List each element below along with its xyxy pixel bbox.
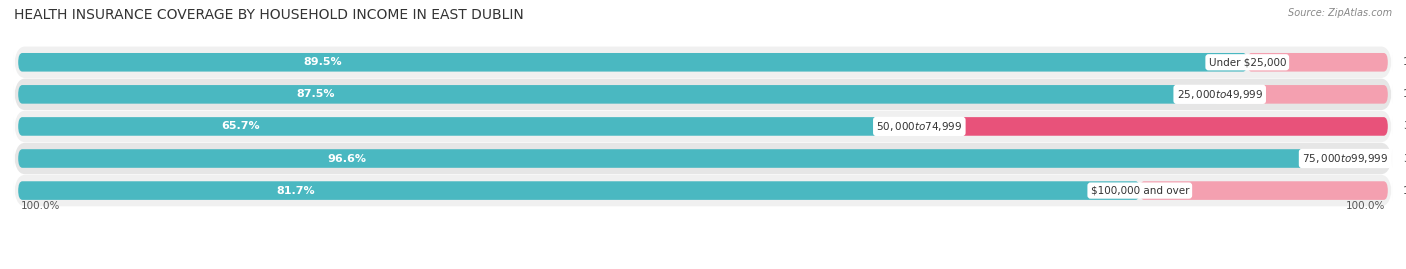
Text: Under $25,000: Under $25,000	[1209, 57, 1286, 67]
Text: $75,000 to $99,999: $75,000 to $99,999	[1302, 152, 1388, 165]
FancyBboxPatch shape	[1220, 85, 1388, 104]
Text: 100.0%: 100.0%	[21, 201, 60, 211]
FancyBboxPatch shape	[18, 117, 920, 136]
Text: 65.7%: 65.7%	[221, 121, 260, 132]
Text: 10.5%: 10.5%	[1403, 57, 1406, 67]
FancyBboxPatch shape	[1247, 53, 1388, 72]
Text: 87.5%: 87.5%	[297, 89, 335, 99]
FancyBboxPatch shape	[14, 79, 1392, 110]
Text: 81.7%: 81.7%	[276, 186, 315, 196]
FancyBboxPatch shape	[14, 47, 1392, 78]
Text: 3.4%: 3.4%	[1403, 154, 1406, 164]
Text: 12.5%: 12.5%	[1403, 89, 1406, 99]
Text: 96.6%: 96.6%	[328, 154, 367, 164]
FancyBboxPatch shape	[920, 117, 1388, 136]
Text: 89.5%: 89.5%	[304, 57, 342, 67]
FancyBboxPatch shape	[18, 181, 1140, 200]
FancyBboxPatch shape	[1140, 181, 1388, 200]
FancyBboxPatch shape	[18, 149, 1346, 168]
Text: 34.3%: 34.3%	[1403, 121, 1406, 132]
FancyBboxPatch shape	[14, 111, 1392, 142]
Text: $25,000 to $49,999: $25,000 to $49,999	[1177, 88, 1263, 101]
FancyBboxPatch shape	[14, 175, 1392, 206]
Text: HEALTH INSURANCE COVERAGE BY HOUSEHOLD INCOME IN EAST DUBLIN: HEALTH INSURANCE COVERAGE BY HOUSEHOLD I…	[14, 8, 524, 22]
Text: $100,000 and over: $100,000 and over	[1091, 186, 1189, 196]
FancyBboxPatch shape	[18, 53, 1247, 72]
FancyBboxPatch shape	[1346, 149, 1388, 168]
Text: 18.3%: 18.3%	[1403, 186, 1406, 196]
Text: Source: ZipAtlas.com: Source: ZipAtlas.com	[1288, 8, 1392, 18]
FancyBboxPatch shape	[18, 85, 1220, 104]
Text: 100.0%: 100.0%	[1346, 201, 1385, 211]
FancyBboxPatch shape	[14, 143, 1392, 174]
Text: $50,000 to $74,999: $50,000 to $74,999	[876, 120, 963, 133]
